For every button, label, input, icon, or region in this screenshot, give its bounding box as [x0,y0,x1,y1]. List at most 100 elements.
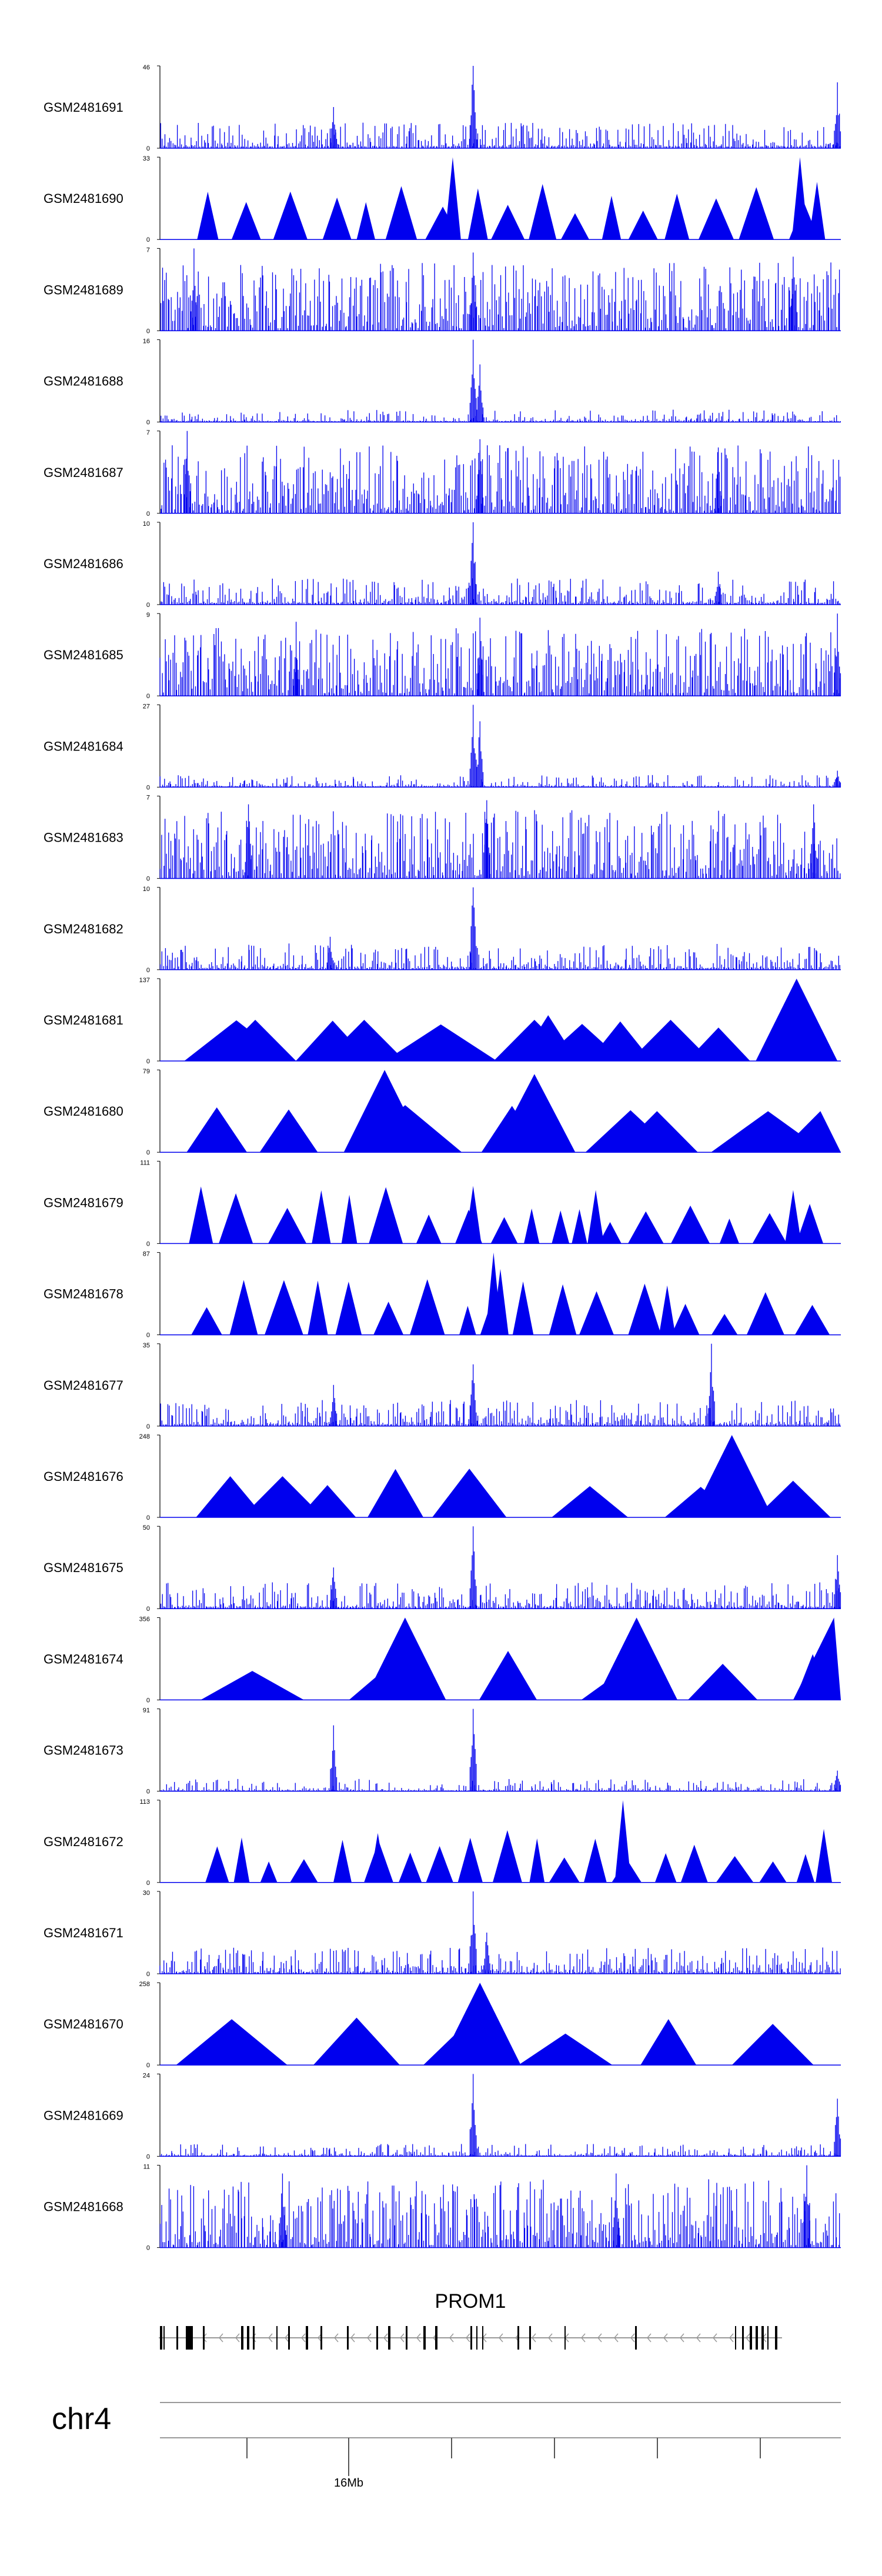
track-label: GSM2481688 [44,374,123,389]
y-min-label: 0 [146,510,150,518]
y-min-label: 0 [146,145,150,152]
track-label: GSM2481686 [44,556,123,571]
track-label: GSM2481675 [44,1560,123,1575]
y-min-label: 0 [146,419,150,426]
coverage-block [739,187,774,240]
y-max-label: 7 [146,795,150,802]
coverage-block [385,1024,497,1061]
coverage-block [791,157,808,240]
y-max-label: 10 [143,520,150,528]
track-label: GSM2481684 [44,739,123,753]
coverage-block [630,1020,711,1061]
coverage-block [755,1480,831,1517]
coverage-block [322,197,352,240]
coverage-block [512,1281,534,1335]
coverage-block [572,1209,587,1244]
track-label: GSM2481691 [44,100,123,115]
coverage-block [214,1020,296,1061]
coverage-block [265,1280,303,1335]
coverage-block [628,1283,662,1335]
y-min-label: 0 [146,1606,150,1613]
coverage-block [459,1306,476,1335]
track-GSM2481684: GSM2481684 27 0 [44,703,841,791]
coverage-block [602,195,622,240]
y-max-label: 7 [146,429,150,436]
coverage-block [671,1304,700,1335]
coverage-block [552,1210,570,1244]
track-GSM2481690: GSM2481690 33 0 [44,155,841,243]
coverage-block [356,202,375,240]
track-GSM2481682: GSM2481682 10 0 [44,886,841,974]
coverage-block [746,1292,784,1335]
coverage-block [409,1279,445,1335]
coverage-block [308,1280,328,1335]
track-GSM2481677: GSM2481677 35 0 [44,1342,841,1430]
coverage-block [219,1193,253,1244]
y-min-label: 0 [146,693,150,700]
y-min-label: 0 [146,1149,150,1156]
coverage-block [192,1190,209,1244]
track-GSM2481688: GSM2481688 16 0 [44,338,841,426]
track-label: GSM2481676 [44,1469,123,1484]
coverage-block [465,1186,482,1244]
coverage-block [368,1469,424,1517]
coverage-block [808,182,826,240]
track-GSM2481685: GSM2481685 9 0 [44,612,841,700]
coverage-block [756,979,838,1061]
y-max-label: 137 [139,977,150,984]
y-max-label: 79 [143,1068,150,1075]
y-min-label: 0 [146,1423,150,1430]
y-min-label: 0 [146,784,150,791]
coverage-block [541,1024,623,1061]
track-GSM2481681: GSM2481681 137 0 [44,977,841,1065]
y-min-label: 0 [146,602,150,609]
coverage-block [664,193,690,240]
track-GSM2481686: GSM2481686 10 0 [44,520,841,609]
coverage-block [524,1208,540,1244]
track-label: GSM2481690 [44,191,123,206]
coverage-block [698,198,734,240]
track-GSM2481683: GSM2481683 7 0 [44,795,841,883]
coverage-block [231,202,261,240]
coverage-block [229,1280,258,1335]
coverage-block [369,1187,403,1244]
coverage-block [691,1435,773,1517]
track-GSM2481680: GSM2481680 79 0 [44,1068,841,1156]
coverage-block [529,183,557,240]
coverage-block [560,213,590,240]
track-label: GSM2481689 [44,282,123,297]
coverage-block [373,1302,404,1335]
coverage-block [794,1304,830,1335]
coverage-block [796,1204,824,1244]
track-GSM2481676: GSM2481676 248 0 [44,1433,841,1521]
y-max-label: 35 [143,1342,150,1349]
track-GSM2481691: GSM2481691 46 0 [44,64,841,152]
y-min-label: 0 [146,876,150,883]
coverage-tracks: GSM2481691460GSM2481690330GSM248168970GS… [44,64,841,2252]
coverage-block [323,1020,405,1061]
coverage-block [711,1314,738,1335]
coverage-block [416,1214,442,1244]
y-max-label: 33 [143,155,150,162]
coverage-block [268,1207,307,1244]
track-GSM2481678: GSM2481678 87 0 [44,1251,841,1339]
coverage-block [779,1111,841,1153]
coverage-block [785,1190,801,1244]
coverage-block [445,157,461,240]
coverage-block [191,1307,222,1335]
track-GSM2481679: GSM2481679 111 0 [44,1159,841,1247]
track-label: GSM2481680 [44,1104,123,1119]
track-label: GSM2481679 [44,1195,123,1210]
coverage-block [549,1284,577,1335]
coverage-block [552,1486,629,1517]
track-label: GSM2481678 [44,1287,123,1302]
coverage-block [492,1269,509,1335]
coverage-block [627,1211,664,1244]
track-GSM2481675: GSM2481675 50 0 [44,1524,841,1613]
track-GSM2481689: GSM2481689 7 0 [44,246,841,335]
y-max-label: 27 [143,703,150,710]
y-min-label: 0 [146,1058,150,1065]
coverage-block [628,211,658,240]
coverage-block [491,205,525,240]
